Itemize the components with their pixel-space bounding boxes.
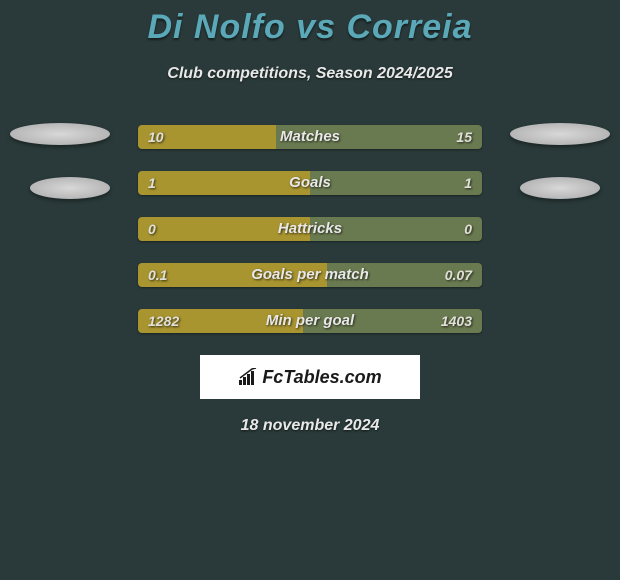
subtitle: Club competitions, Season 2024/2025 [0,65,620,83]
logo-text: FcTables.com [262,367,381,388]
stat-label: Matches [138,125,482,149]
page-title: Di Nolfo vs Correia [0,8,620,47]
logo: FcTables.com [238,367,381,388]
player-photo-right-2 [520,177,600,199]
player-photo-left-1 [10,123,110,145]
stat-row: 00Hattricks [138,217,482,241]
logo-box[interactable]: FcTables.com [200,355,420,399]
stat-bars: 1015Matches 11Goals 00Hattricks 0.10.07Goal… [138,125,482,333]
stats-area: 1015Matches 11Goals 00Hattricks 0.10.07Goal… [0,125,620,435]
stat-label: Goals [138,171,482,195]
stat-row: 1015Matches [138,125,482,149]
player-photo-left-2 [30,177,110,199]
stat-row: 11Goals [138,171,482,195]
date-text: 18 november 2024 [0,417,620,435]
comparison-widget: Di Nolfo vs Correia Club competitions, S… [0,0,620,435]
stat-label: Goals per match [138,263,482,287]
stat-row: 12821403Min per goal [138,309,482,333]
stat-row: 0.10.07Goals per match [138,263,482,287]
stat-label: Hattricks [138,217,482,241]
stat-label: Min per goal [138,309,482,333]
player-photo-right-1 [510,123,610,145]
chart-icon [238,368,258,386]
